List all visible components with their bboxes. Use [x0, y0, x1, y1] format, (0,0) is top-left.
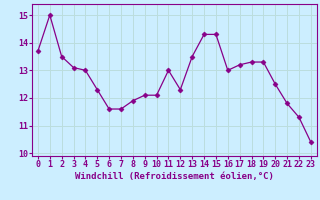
- X-axis label: Windchill (Refroidissement éolien,°C): Windchill (Refroidissement éolien,°C): [75, 172, 274, 181]
